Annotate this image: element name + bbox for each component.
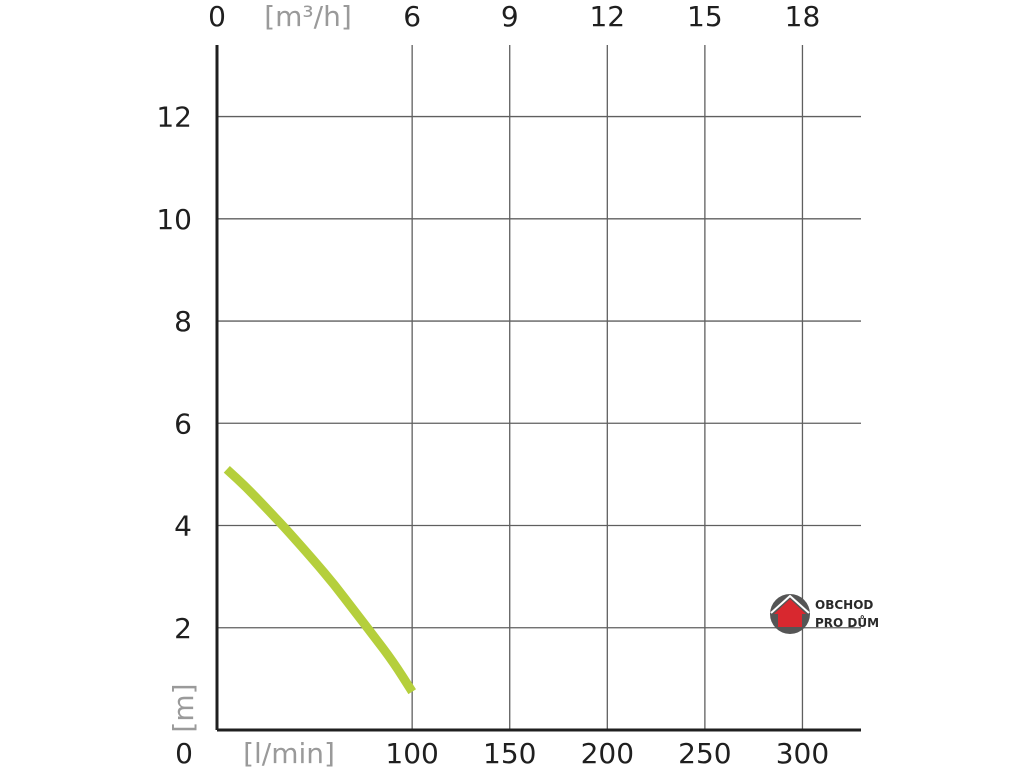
obchod-pro-dum-logo: OBCHOD PRO DŮM (770, 594, 879, 634)
y-tick-label: 8 (174, 305, 192, 338)
logo-house-icon (774, 599, 806, 627)
x-top-unit-label: [m³/h] (264, 0, 352, 33)
x-tick-label: 300 (776, 737, 829, 768)
axes (215, 45, 861, 732)
series-line-1 (223, 465, 416, 695)
x-top-tick-label: 12 (589, 0, 625, 33)
x-tick-label: 0 (175, 737, 193, 768)
y-tick-label: 10 (156, 203, 192, 236)
logo-line-1: OBCHOD (815, 598, 873, 612)
logo-line-2: PRO DŮM (815, 615, 879, 630)
y-unit-label: [m] (167, 683, 200, 732)
grid-lines (217, 45, 861, 730)
x-top-tick-label: 6 (403, 0, 421, 33)
x-tick-label: 150 (483, 737, 536, 768)
y-tick-label: 6 (174, 407, 192, 440)
x-top-tick-label: 9 (501, 0, 519, 33)
x-tick-label: 250 (678, 737, 731, 768)
y-tick-label: 12 (156, 101, 192, 134)
x-tick-label: 100 (385, 737, 438, 768)
x-tick-label: 200 (581, 737, 634, 768)
logo-roof-icon (770, 594, 810, 614)
y-tick-label: 4 (174, 510, 192, 543)
y-tick-label: 2 (174, 612, 192, 645)
series-layer (223, 465, 416, 695)
tick-labels: 0 100 150 200 250 300 [l/min] 0 6 9 12 15 18 [m³/h] 2 4… (156, 0, 829, 768)
x-top-tick-label: 18 (785, 0, 821, 33)
x-top-tick-label: 15 (687, 0, 723, 33)
x-top-tick-label: 0 (208, 0, 226, 33)
x-bottom-unit-label: [l/min] (243, 737, 335, 768)
